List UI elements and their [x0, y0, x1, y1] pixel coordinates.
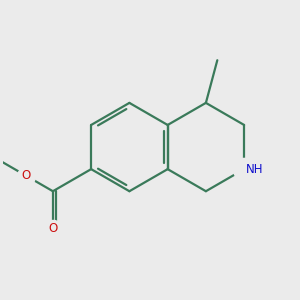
Text: O: O — [48, 222, 58, 235]
Text: NH: NH — [246, 163, 263, 176]
Text: O: O — [22, 169, 31, 182]
